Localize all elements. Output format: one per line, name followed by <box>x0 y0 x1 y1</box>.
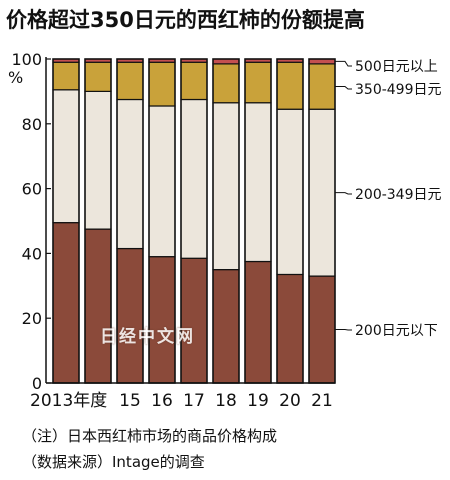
chart-title: 价格超过350日元的西红柿的份额提高 <box>6 8 365 32</box>
bar-segment <box>116 247 144 384</box>
x-tick-label: 21 <box>311 391 333 411</box>
bar-segment <box>148 61 176 107</box>
legend-label: 500日元以上 <box>355 59 438 75</box>
x-axis: 2013年度 15 16 17 18 19 20 21 <box>30 382 335 411</box>
bar-segment <box>116 61 144 101</box>
bar-segment <box>212 269 240 384</box>
x-tick-label: 18 <box>215 391 237 411</box>
x-tick-label: 17 <box>183 391 205 411</box>
bar-segment <box>148 105 176 258</box>
chart-note: （注）日本西红柿市场的商品价格构成 <box>22 427 278 445</box>
legend: 200日元以下 200-349日元 350-499日元 500日元以上 <box>335 59 442 339</box>
watermark: 日经中文网 <box>100 327 195 347</box>
bar-segment <box>52 89 80 224</box>
bar-segment <box>180 257 208 384</box>
bar-segment <box>116 98 144 250</box>
x-tick-label: 20 <box>279 391 301 411</box>
bar-segment <box>212 63 240 104</box>
bar-segment <box>244 260 272 384</box>
bar-segment <box>308 63 336 110</box>
y-tick-label: 80 <box>22 115 42 134</box>
bar-segment <box>276 61 304 110</box>
y-tick-label: 100 <box>11 50 42 69</box>
x-tick-label: 16 <box>151 391 173 411</box>
y-tick-label: 40 <box>22 244 42 263</box>
bar-segment <box>244 102 272 263</box>
bar-segment <box>52 222 80 384</box>
legend-leader-line <box>335 86 352 90</box>
bar-segment <box>308 275 336 384</box>
bar-segment <box>276 108 304 276</box>
x-tick-label: 2013年度 <box>30 391 107 411</box>
bar-segment <box>276 273 304 384</box>
y-unit-label: % <box>8 68 23 87</box>
legend-leader-line <box>335 192 352 195</box>
legend-label: 200日元以下 <box>355 323 438 339</box>
bar-segment <box>180 98 208 259</box>
legend-label: 200-349日元 <box>355 187 442 203</box>
y-tick-label: 60 <box>22 180 42 199</box>
bar-segment <box>244 61 272 104</box>
x-tick-label: 15 <box>119 391 141 411</box>
legend-label: 350-499日元 <box>355 82 442 98</box>
bar-segment <box>212 102 240 271</box>
plot-area <box>52 58 336 384</box>
y-tick-label: 20 <box>22 309 42 328</box>
legend-leader-line <box>335 60 352 67</box>
chart-source: （数据来源）Intage的调查 <box>22 453 205 471</box>
bar-segment <box>84 228 112 384</box>
bar-segment <box>84 90 112 230</box>
bar-segment <box>84 61 112 93</box>
bar-segment <box>308 108 336 277</box>
x-tick-label: 19 <box>247 391 269 411</box>
bar-segment <box>180 61 208 101</box>
bar-segment <box>52 61 80 91</box>
y-axis: 0 20 40 60 80 100% <box>8 50 51 393</box>
y-tick-label: 0 <box>32 374 42 393</box>
bar-segment <box>148 256 176 384</box>
